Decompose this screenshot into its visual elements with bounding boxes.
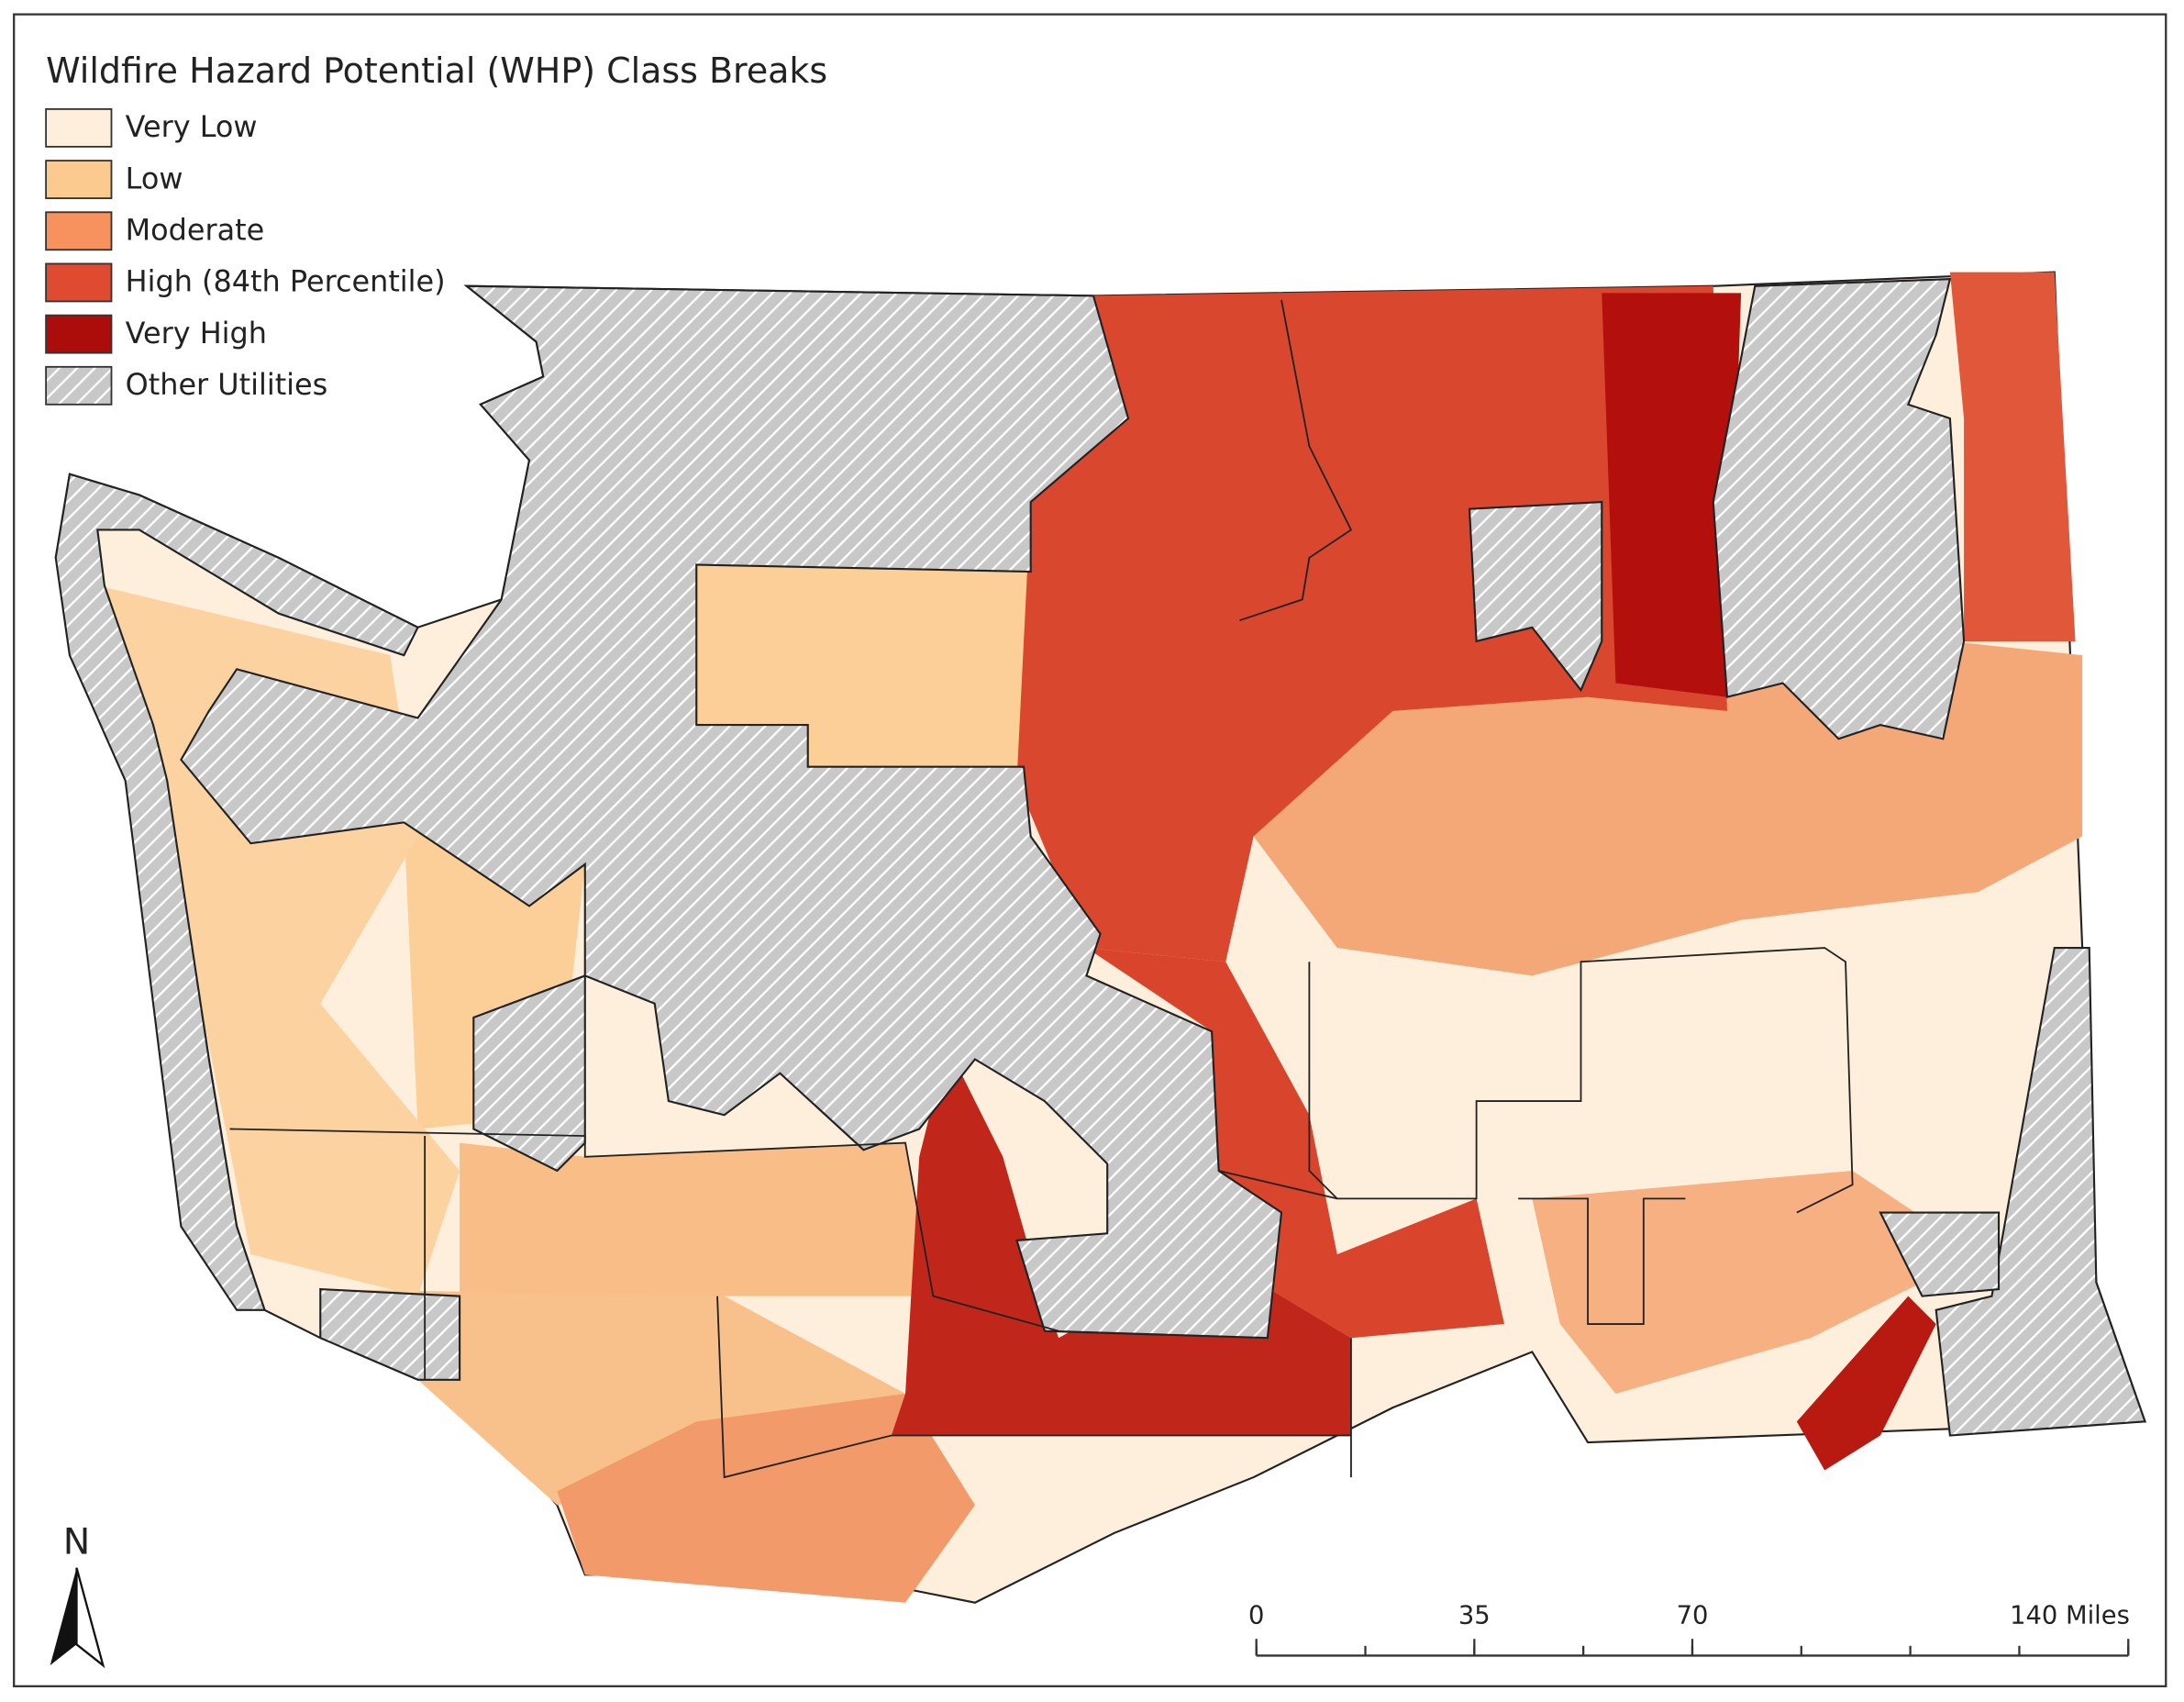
- other-utility: [180, 284, 1283, 1340]
- region-high: [1016, 285, 1727, 962]
- scale-label: 140 Miles: [2010, 1601, 2130, 1630]
- legend-swatch: [45, 160, 113, 199]
- county-line: [229, 1128, 1059, 1332]
- county-line: [1308, 947, 1854, 1214]
- county-line: [1218, 1170, 1337, 1200]
- other-utility: [1468, 500, 1603, 693]
- county-line: [1518, 1197, 1686, 1325]
- region-low: [460, 1142, 934, 1296]
- region-very-high: [891, 1045, 1351, 1436]
- map-body: [54, 271, 2146, 1604]
- county-line: [1239, 299, 1353, 622]
- scale-label: 0: [1248, 1601, 1264, 1630]
- north-arrow-left: [50, 1567, 77, 1666]
- scale-label: 70: [1677, 1601, 1709, 1630]
- region-very-high: [1796, 1296, 1936, 1471]
- north-arrow: N: [50, 1520, 105, 1669]
- legend-label: Very Low: [126, 109, 258, 144]
- other-utility: [1712, 278, 1966, 740]
- legend-swatch: [45, 211, 113, 251]
- north-label: N: [63, 1520, 91, 1563]
- other-utility: [1935, 946, 2146, 1437]
- legend-swatch: [45, 365, 113, 406]
- legend-swatch: [45, 107, 113, 148]
- other-utility: [1879, 1211, 2001, 1297]
- scale-bar: 0 35 70 140 Miles: [1248, 1601, 2130, 1657]
- legend: Wildfire Hazard Potential (WHP) Class Br…: [45, 50, 827, 406]
- county-line: [716, 1296, 1351, 1479]
- region-low: [696, 564, 1031, 767]
- legend-swatch: [45, 314, 113, 354]
- legend-label: Low: [126, 161, 183, 195]
- legend-swatch: [45, 262, 113, 303]
- legend-label: Other Utilities: [126, 367, 328, 402]
- scale-label: 35: [1458, 1601, 1491, 1630]
- legend-label: Very High: [126, 316, 267, 350]
- legend-title: Wildfire Hazard Potential (WHP) Class Br…: [46, 50, 827, 91]
- other-utility: [54, 473, 419, 1311]
- legend-label: Moderate: [126, 213, 265, 248]
- region-high: [1086, 948, 1504, 1339]
- region-very-high: [1602, 293, 1742, 697]
- region-high: [1949, 272, 2076, 641]
- region-moderate: [557, 1393, 975, 1603]
- legend-label: High (84th Percentile): [126, 264, 446, 299]
- north-arrow-right: [75, 1567, 105, 1669]
